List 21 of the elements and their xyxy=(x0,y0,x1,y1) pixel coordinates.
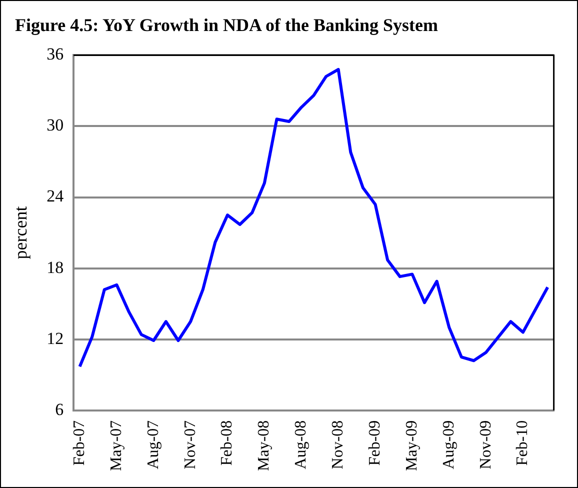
x-tick-label: Aug-08 xyxy=(292,420,310,470)
x-tick-label: Feb-08 xyxy=(218,420,236,466)
y-tick-label: 18 xyxy=(46,258,64,277)
x-tick-label: May-09 xyxy=(403,420,420,471)
x-tick-label: Feb-09 xyxy=(366,420,384,466)
x-tick-label: Nov-07 xyxy=(182,420,199,470)
x-tick-label: Feb-10 xyxy=(514,420,532,466)
x-tick-label: May-08 xyxy=(256,420,273,471)
y-tick-label: 6 xyxy=(55,400,64,419)
y-tick-label: 30 xyxy=(46,116,64,135)
x-tick-label: Aug-09 xyxy=(440,420,458,470)
y-tick-label: 36 xyxy=(46,44,64,64)
x-tick-label: Nov-09 xyxy=(477,420,494,470)
y-tick-label: 12 xyxy=(46,328,64,348)
x-tick-label: Feb-07 xyxy=(70,420,88,466)
x-tick-label: May-07 xyxy=(108,420,125,471)
x-tick-label: Nov-08 xyxy=(330,420,347,470)
x-tick-label: Aug-07 xyxy=(144,420,162,470)
y-tick-label: 24 xyxy=(46,186,64,206)
y-axis-title: percent xyxy=(10,206,31,260)
chart-title: Figure 4.5: YoY Growth in NDA of the Banking System xyxy=(14,14,440,35)
